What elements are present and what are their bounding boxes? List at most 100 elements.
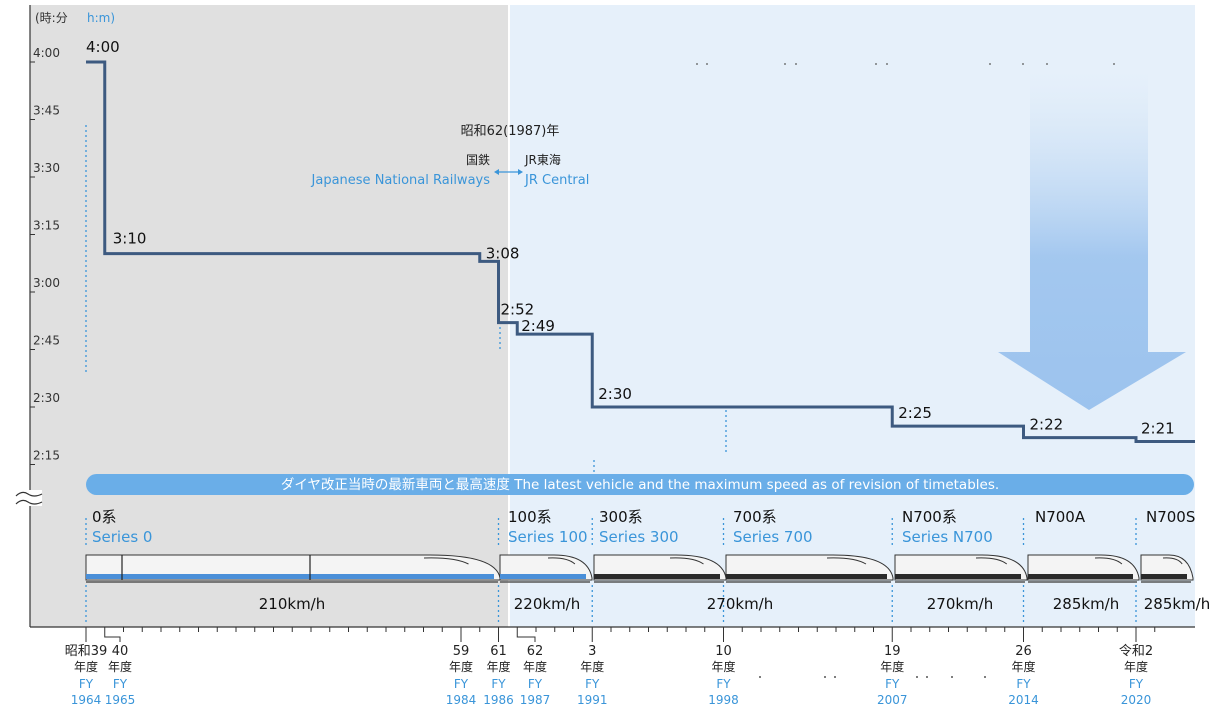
y-ticks: 4:00 3:45 3:30 3:15 3:00 2:45 2:30 2:15: [30, 46, 60, 465]
era-label: 昭和62(1987)年: [461, 124, 560, 139]
x-label-year: 1987: [520, 693, 551, 707]
x-label-nendo: 年度: [880, 659, 904, 674]
x-label-year: 1998: [708, 693, 739, 707]
vehicle-speed: 285km/h: [1053, 595, 1120, 613]
point-label: 2:21: [1141, 420, 1175, 438]
train-icon: [1140, 554, 1194, 583]
train-icon: [85, 554, 501, 583]
dot-decoration: [696, 63, 1115, 678]
vehicle-speed: 270km/h: [927, 595, 994, 613]
dotted-guides: [85, 125, 1137, 622]
x-label-era: 3: [588, 644, 596, 659]
train-icon: [894, 554, 1028, 583]
era-from-en-label: Japanese National Railways: [311, 173, 491, 188]
y-tick-label: 3:30: [33, 161, 60, 175]
x-label-fy: FY: [585, 677, 600, 691]
x-label-year: 2014: [1008, 693, 1039, 707]
x-label-era: 62: [527, 644, 544, 659]
x-label-nendo: 年度: [74, 659, 98, 674]
x-label-year: 1964: [71, 693, 102, 707]
point-label: 2:49: [521, 317, 555, 335]
x-label-era: 61: [490, 644, 507, 659]
x-label-year: 1986: [483, 693, 514, 707]
x-axis-labels: 昭和39年度FY196440年度FY196559年度FY198461年度FY19…: [65, 632, 1153, 707]
point-label: 2:30: [598, 385, 632, 403]
train-icon: [725, 554, 894, 583]
train-illustrations: [85, 554, 1194, 583]
vehicle-name-en: Series 700: [733, 528, 813, 546]
point-labels: 4:00 3:10 3:08 2:522:49 2:30 2:25 2:22 2:21: [86, 38, 1175, 438]
vehicle-speed: 210km/h: [259, 595, 326, 613]
era-from-label: 国鉄: [466, 152, 490, 167]
train-icon: [1027, 554, 1140, 583]
vehicle-name: 100系: [508, 508, 552, 526]
x-label-nendo: 年度: [108, 659, 132, 674]
vehicle-name: 700系: [733, 508, 777, 526]
y-tick-label: 3:15: [33, 219, 60, 233]
era-to-en-label: JR Central: [524, 173, 589, 188]
x-label-fy: FY: [79, 677, 94, 691]
x-label-year: 2007: [877, 693, 908, 707]
x-label-era: 26: [1015, 644, 1032, 659]
point-label: 2:22: [1030, 416, 1064, 434]
point-label: 2:52: [501, 301, 535, 319]
vehicle-speed: 270km/h: [707, 595, 774, 613]
x-label-nendo: 年度: [486, 659, 510, 674]
vehicle-speed: 285km/h: [1144, 595, 1211, 613]
x-label-nendo: 年度: [1124, 659, 1148, 674]
vehicle-banner-text: ダイヤ改正当時の最新車両と最高速度 The latest vehicle and…: [281, 476, 999, 493]
point-label: 3:10: [113, 230, 147, 248]
y-tick-label: 3:45: [33, 104, 60, 118]
vehicle-name: 300系: [599, 508, 643, 526]
x-label-era: 昭和39: [65, 644, 108, 659]
x-label-year: 2020: [1121, 693, 1152, 707]
vehicle-name: N700A: [1035, 508, 1086, 526]
train-icon: [593, 554, 727, 583]
x-label-group: 3年度 FY 1991: [577, 644, 608, 707]
vehicle-banner: [86, 474, 1194, 495]
unit-label: (時:分: [35, 11, 68, 25]
vehicle-name-en: Series 300: [599, 528, 679, 546]
vehicle-name-en: Series N700: [902, 528, 993, 546]
x-label-fy: FY: [528, 677, 543, 691]
x-label-fy: FY: [1129, 677, 1144, 691]
point-label: 2:25: [898, 404, 932, 422]
point-label: 3:08: [486, 244, 520, 262]
x-label-year: 1965: [105, 693, 136, 707]
vehicle-name-en: Series 100: [508, 528, 588, 546]
vehicle-labels: 0系 Series 0 210km/h 100系 Series 100 220km/h 30…: [92, 508, 1210, 613]
x-label-era: 10: [715, 644, 732, 659]
x-label-nendo: 年度: [1011, 659, 1035, 674]
x-label-year: 1984: [446, 693, 477, 707]
vehicle-name: N700S: [1146, 508, 1195, 526]
y-tick-label: 2:45: [33, 334, 60, 348]
x-label-nendo: 年度: [449, 659, 473, 674]
x-label-nendo: 年度: [580, 659, 604, 674]
x-label-fy: FY: [1016, 677, 1031, 691]
axis-break: [15, 490, 43, 506]
x-label-year: 1991: [577, 693, 608, 707]
jnr-era-panel: [30, 5, 508, 627]
point-label: 4:00: [86, 38, 120, 56]
x-label-fy: FY: [113, 677, 128, 691]
x-label-nendo: 年度: [523, 659, 547, 674]
x-label-era: 40: [112, 644, 129, 659]
x-label-fy: FY: [491, 677, 506, 691]
train-icon: [499, 554, 593, 583]
y-tick-label: 2:15: [33, 449, 60, 463]
x-label-fy: FY: [716, 677, 731, 691]
x-label-era: 59: [453, 644, 470, 659]
vehicle-name: N700系: [902, 508, 957, 526]
era-to-label: JR東海: [524, 152, 561, 167]
x-label-leader: [104, 632, 121, 642]
vehicle-name: 0系: [92, 508, 117, 526]
